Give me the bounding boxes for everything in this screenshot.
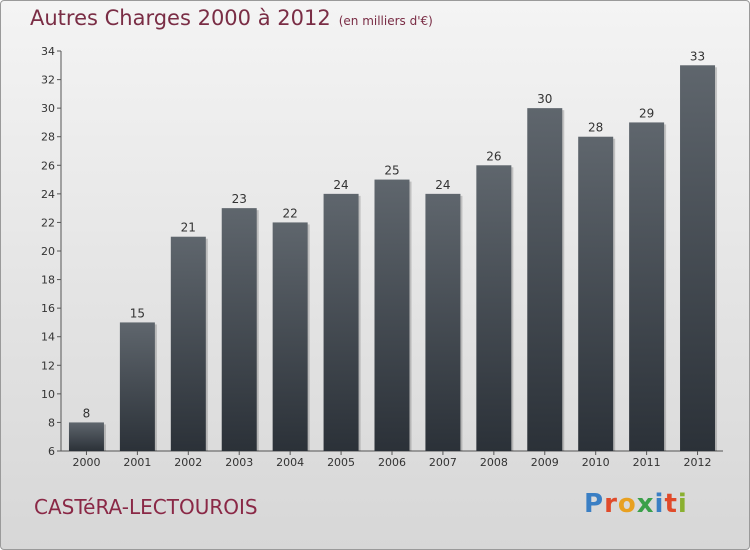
y-tick-label: 28 bbox=[41, 131, 55, 144]
bar bbox=[680, 65, 716, 452]
bar bbox=[170, 236, 206, 451]
bar-value-label: 24 bbox=[435, 178, 450, 192]
y-tick-label: 30 bbox=[41, 102, 55, 115]
bar-value-label: 8 bbox=[83, 406, 91, 420]
bar bbox=[272, 222, 308, 451]
y-tick-label: 12 bbox=[41, 359, 55, 372]
y-tick-label: 16 bbox=[41, 302, 55, 315]
x-tick-label: 2012 bbox=[684, 456, 712, 469]
x-tick-label: 2005 bbox=[327, 456, 355, 469]
x-tick-label: 2007 bbox=[429, 456, 457, 469]
bar-value-label: 30 bbox=[537, 92, 552, 106]
x-tick-label: 2011 bbox=[633, 456, 661, 469]
bar-value-label: 26 bbox=[486, 149, 501, 163]
bar-value-label: 21 bbox=[181, 221, 196, 235]
bar bbox=[425, 193, 461, 451]
bar-value-label: 15 bbox=[130, 306, 145, 320]
bar bbox=[527, 108, 563, 452]
bar-value-label: 23 bbox=[232, 192, 247, 206]
logo-letter: r bbox=[604, 489, 618, 519]
logo-letter: i bbox=[677, 489, 688, 519]
bar bbox=[221, 208, 257, 451]
logo-letter: i bbox=[654, 489, 665, 519]
bar bbox=[629, 122, 665, 451]
x-tick-label: 2001 bbox=[123, 456, 151, 469]
y-tick-label: 6 bbox=[48, 445, 55, 458]
y-tick-label: 22 bbox=[41, 216, 55, 229]
y-tick-label: 34 bbox=[41, 45, 55, 58]
logo-letter: x bbox=[636, 489, 655, 519]
y-tick-label: 8 bbox=[48, 416, 55, 429]
bar bbox=[68, 422, 104, 451]
y-tick-label: 32 bbox=[41, 74, 55, 87]
y-tick-label: 26 bbox=[41, 159, 55, 172]
bar bbox=[374, 179, 410, 452]
x-tick-label: 2010 bbox=[582, 456, 610, 469]
logo-letter: t bbox=[664, 489, 678, 519]
x-tick-label: 2003 bbox=[225, 456, 253, 469]
title-unit: (en milliers d'€) bbox=[338, 14, 433, 28]
y-tick-label: 20 bbox=[41, 245, 55, 258]
title-text: Autres Charges 2000 à 2012 bbox=[30, 6, 331, 30]
y-tick-label: 14 bbox=[41, 331, 55, 344]
bar-value-label: 33 bbox=[690, 49, 705, 63]
logo-letter: o bbox=[617, 489, 637, 519]
x-tick-label: 2008 bbox=[480, 456, 508, 469]
x-tick-label: 2006 bbox=[378, 456, 406, 469]
x-tick-label: 2009 bbox=[531, 456, 559, 469]
y-tick-label: 24 bbox=[41, 188, 55, 201]
place-name: CASTéRA-LECTOUROIS bbox=[34, 495, 258, 519]
bar bbox=[578, 136, 614, 451]
logo-letter: P bbox=[584, 489, 605, 519]
bar-value-label: 24 bbox=[333, 178, 348, 192]
bar bbox=[119, 322, 155, 451]
bar-value-label: 25 bbox=[384, 164, 399, 178]
bar bbox=[476, 165, 512, 452]
x-tick-label: 2000 bbox=[72, 456, 100, 469]
bar-value-label: 28 bbox=[588, 121, 603, 135]
chart-title: Autres Charges 2000 à 2012 (en milliers d… bbox=[30, 6, 433, 30]
x-tick-label: 2004 bbox=[276, 456, 304, 469]
proxiti-logo: Proxiti bbox=[584, 489, 688, 519]
y-tick-label: 18 bbox=[41, 274, 55, 287]
y-tick-label: 10 bbox=[41, 388, 55, 401]
bar bbox=[323, 193, 359, 451]
bar-value-label: 29 bbox=[639, 106, 654, 120]
bar-value-label: 22 bbox=[283, 206, 298, 220]
x-tick-label: 2002 bbox=[174, 456, 202, 469]
